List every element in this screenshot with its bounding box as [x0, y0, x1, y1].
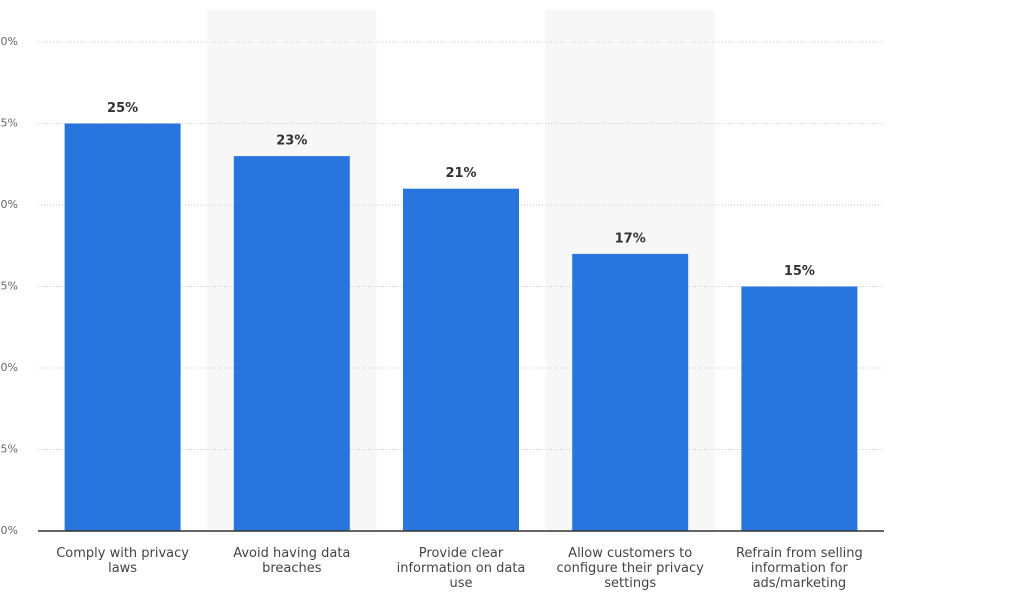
x-tick-label: Refrain from selling information for ads… — [735, 546, 863, 591]
y-tick-label: 10% — [0, 361, 18, 374]
y-tick-label: 25% — [0, 117, 18, 130]
x-tick-label: Comply with privacy laws — [56, 546, 189, 576]
bar — [572, 253, 689, 531]
y-tick-label: 20% — [0, 198, 18, 211]
y-tick-label: 30% — [0, 35, 18, 48]
y-tick-label: 5% — [1, 443, 18, 456]
value-label: 25% — [107, 101, 138, 116]
y-tick-label: 0% — [1, 524, 18, 537]
bar — [741, 286, 858, 531]
value-label: 23% — [276, 134, 307, 149]
x-tick-label: Allow customers to configure their priva… — [556, 546, 704, 591]
x-tick-label: Avoid having data breaches — [233, 546, 351, 576]
value-label: 21% — [445, 166, 476, 181]
value-label: 17% — [615, 231, 646, 246]
bar — [233, 156, 350, 531]
bar — [403, 188, 519, 531]
x-tick-label: Provide clear information on data use — [396, 546, 526, 591]
value-label: 15% — [784, 264, 815, 279]
y-tick-label: 15% — [0, 280, 18, 293]
bar — [64, 123, 181, 531]
